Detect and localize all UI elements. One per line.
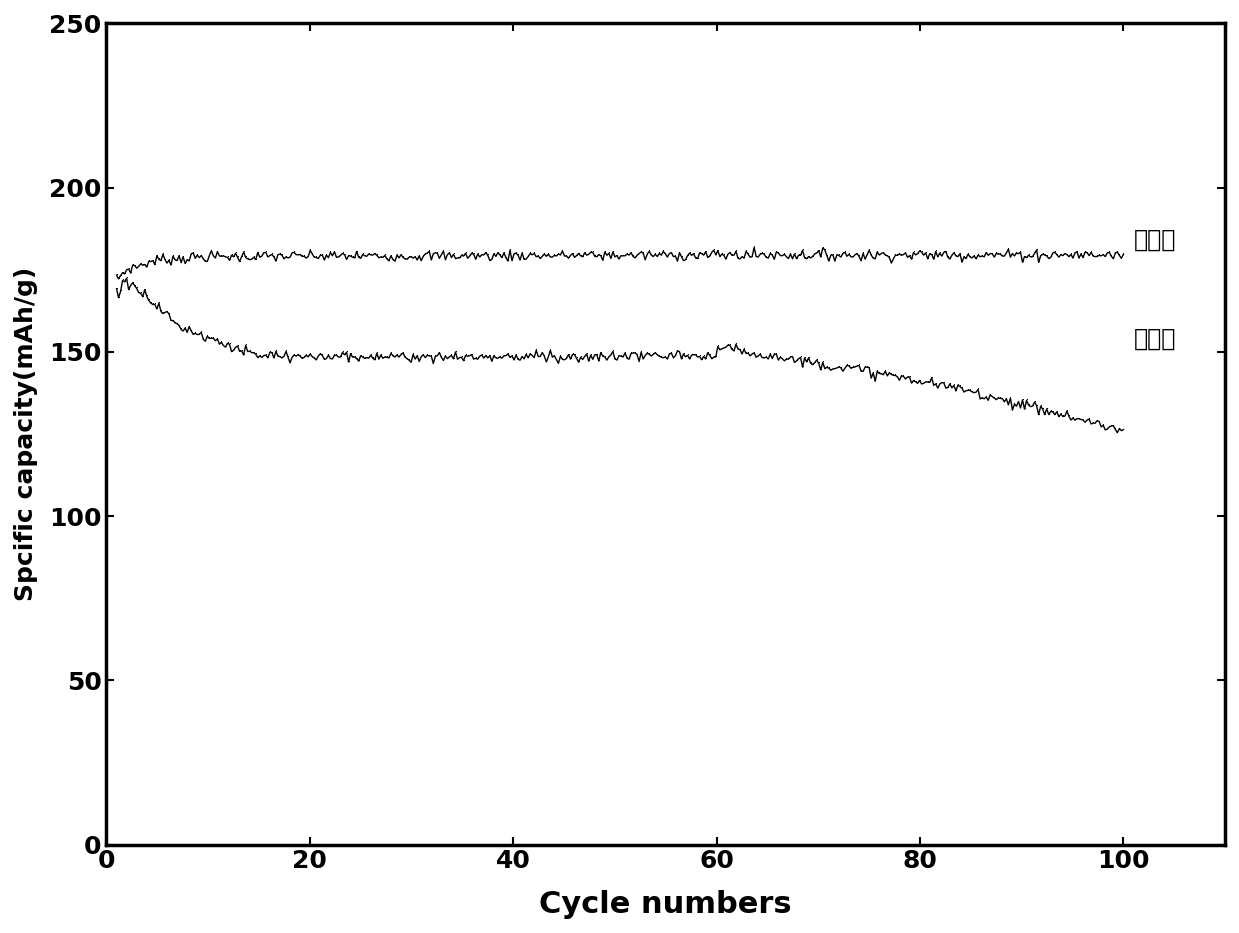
Y-axis label: Spcific capacity(mAh/g): Spcific capacity(mAh/g) [14,267,38,601]
Text: 对照样: 对照样 [1134,327,1176,350]
Text: 实验样: 实验样 [1134,228,1176,252]
X-axis label: Cycle numbers: Cycle numbers [539,890,792,919]
